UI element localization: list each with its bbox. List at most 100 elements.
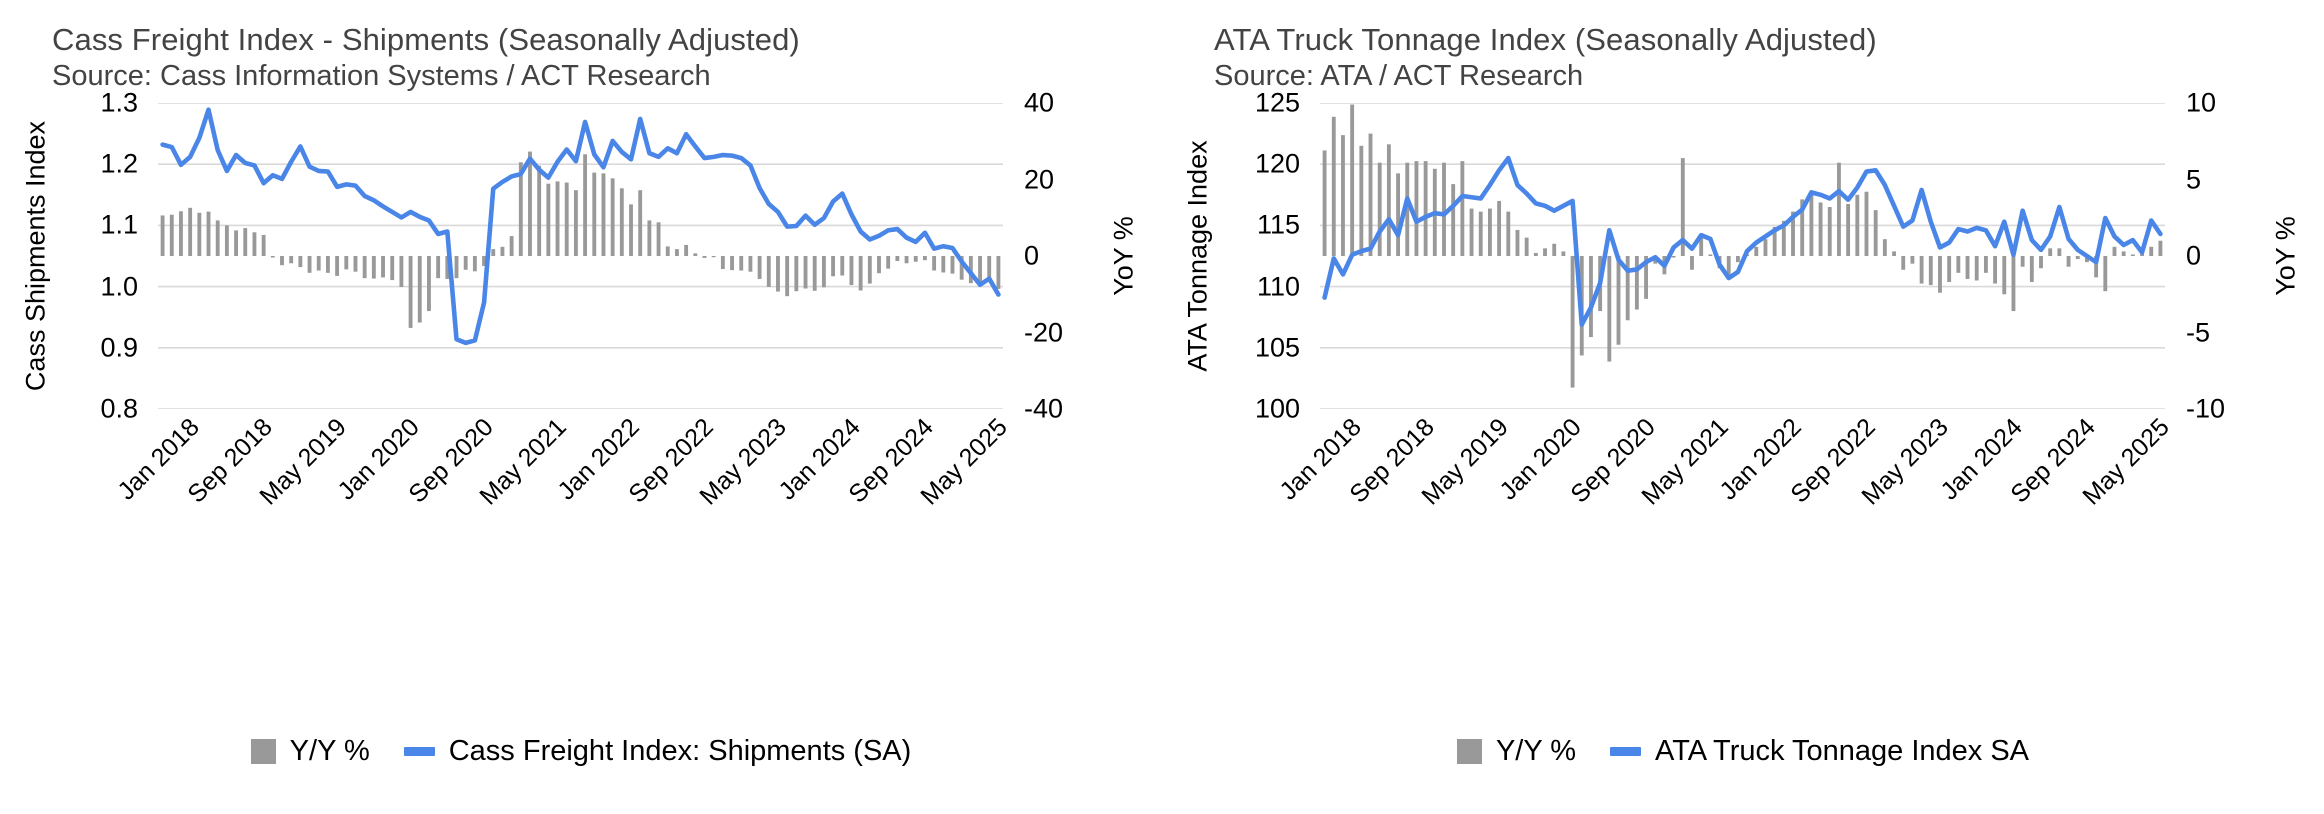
bar xyxy=(720,256,725,270)
bar xyxy=(831,256,836,277)
bar xyxy=(1763,239,1768,256)
y-axis-right-tick-label: -10 xyxy=(2186,393,2226,424)
bar xyxy=(1901,256,1906,270)
legend-label: ATA Truck Tonnage Index SA xyxy=(1655,735,2030,767)
plot-area-ata xyxy=(1320,103,2165,409)
x-axis-ticks: Jan 2018 Sep 2018 May 2019 Jan 2020 Sep 2020… xyxy=(112,413,1013,533)
bar xyxy=(757,256,762,279)
bar xyxy=(298,256,303,268)
bar xyxy=(335,256,340,276)
y-axis-left-tick-label: 0.9 xyxy=(100,332,138,363)
legend-item[interactable]: Y/Y % xyxy=(1456,735,1577,768)
bar xyxy=(1487,208,1492,256)
bar xyxy=(2011,256,2016,312)
bar xyxy=(1919,256,1924,284)
bar xyxy=(647,220,652,256)
bar xyxy=(1368,133,1373,256)
legend-item[interactable]: ATA Truck Tonnage Index SA xyxy=(1610,735,2029,768)
y-axis-left-tick-label: 105 xyxy=(1254,332,1300,363)
legend-item[interactable]: Cass Freight Index: Shipments (SA) xyxy=(403,735,912,768)
chart-canvas-cass xyxy=(158,103,1003,409)
chart-legend: Y/Y % Cass Freight Index: Shipments (SA) xyxy=(0,735,1162,768)
bar xyxy=(1515,229,1520,256)
y-axis-right-title: YoY % xyxy=(1102,103,1146,409)
bar xyxy=(1552,243,1557,256)
bar xyxy=(2020,256,2025,267)
bar xyxy=(1634,256,1639,310)
legend-item[interactable]: Y/Y % xyxy=(250,735,370,768)
bar xyxy=(1570,256,1575,388)
bar xyxy=(353,256,358,272)
bar xyxy=(1671,256,1676,258)
bar xyxy=(877,256,881,274)
bar xyxy=(1442,162,1446,256)
bar xyxy=(179,211,183,256)
bar xyxy=(1561,251,1566,256)
bar xyxy=(463,256,468,270)
bar xyxy=(1341,135,1345,256)
bar xyxy=(638,190,643,256)
bar xyxy=(215,220,220,256)
bar xyxy=(1800,199,1805,256)
chart-source: Source: ATA / ACT Research xyxy=(1214,60,1584,92)
bar xyxy=(1983,256,1988,273)
bar xyxy=(1359,145,1364,256)
bar xyxy=(1947,256,1952,283)
legend-label: Y/Y % xyxy=(289,735,370,767)
bar xyxy=(1938,256,1942,293)
bar xyxy=(619,188,624,256)
bar xyxy=(188,207,193,256)
bar xyxy=(776,256,780,292)
legend-label: Cass Freight Index: Shipments (SA) xyxy=(448,735,912,767)
bar xyxy=(2158,240,2163,256)
bar xyxy=(390,256,395,281)
y-axis-left-ticks: 125 120 115 110 105 100 xyxy=(1218,88,1310,424)
y-axis-right-tick-label: -5 xyxy=(2186,317,2211,347)
y-axis-left-tick-label: 1.0 xyxy=(100,271,138,302)
page-title: ATA Truck Tonnage Index (Seasonally Adju… xyxy=(1214,22,1877,57)
bar xyxy=(1809,191,1814,256)
bar xyxy=(289,256,294,264)
bar xyxy=(454,256,459,279)
bar xyxy=(2094,256,2099,278)
chart-legend: Y/Y % ATA Truck Tonnage Index SA xyxy=(1162,735,2324,768)
legend-bar-swatch-icon xyxy=(1456,739,1482,764)
bar xyxy=(408,256,413,328)
bar xyxy=(730,256,734,271)
bar xyxy=(923,256,927,261)
bar xyxy=(1818,202,1823,256)
bar xyxy=(472,256,477,272)
bar xyxy=(1781,220,1786,256)
y-axis-right-tick-label: 40 xyxy=(1024,87,1055,118)
bar xyxy=(564,182,569,256)
bar xyxy=(978,256,982,285)
bar xyxy=(270,256,275,258)
legend-line-swatch-icon xyxy=(403,747,435,756)
bar-series-yoy xyxy=(160,151,1001,328)
y-axis-right-title-label: YoY % xyxy=(1108,216,1139,296)
bar xyxy=(1644,256,1648,299)
bar xyxy=(1350,104,1355,256)
bar xyxy=(399,256,404,287)
y-axis-right-tick-label: -20 xyxy=(1024,317,1064,347)
bar xyxy=(1589,256,1593,338)
bar xyxy=(1543,248,1547,256)
bar xyxy=(234,230,238,256)
bar xyxy=(280,256,284,266)
y-axis-left-title-label: ATA Tonnage Index xyxy=(1182,140,1213,372)
y-axis-left-tick-label: 125 xyxy=(1254,87,1300,118)
bar xyxy=(1791,211,1795,256)
bar xyxy=(491,249,496,256)
bar xyxy=(987,256,992,281)
bar xyxy=(1625,256,1630,321)
y-axis-right-tick-label: 20 xyxy=(1024,164,1055,194)
y-axis-left-title: Cass Shipments Index xyxy=(14,103,58,409)
bar xyxy=(1910,256,1915,264)
bar xyxy=(592,172,597,256)
bar xyxy=(371,256,376,279)
bar xyxy=(436,256,441,279)
bar xyxy=(2048,248,2053,256)
legend-label: Y/Y % xyxy=(1495,735,1577,767)
bar xyxy=(528,151,532,256)
bar xyxy=(950,256,955,274)
